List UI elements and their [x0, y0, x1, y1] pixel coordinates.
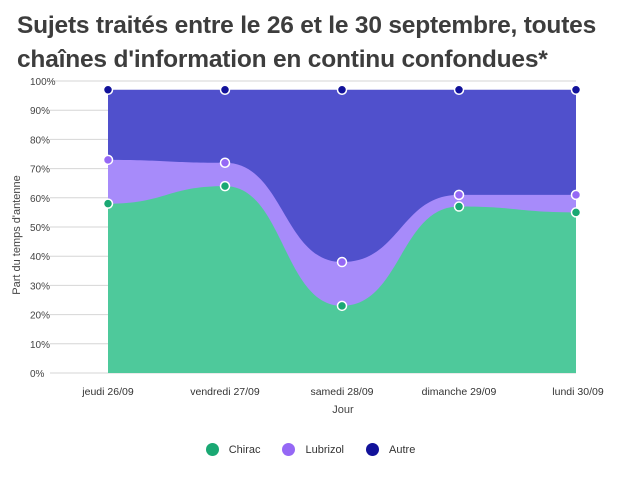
y-tick-label: 20%	[30, 311, 50, 322]
data-point-autre	[453, 84, 465, 96]
y-tick-label: 10%	[30, 340, 50, 351]
legend-swatch	[205, 443, 219, 456]
series-area-chirac	[108, 186, 576, 373]
y-tick-label: 70%	[30, 165, 50, 176]
x-tick-label: dimanche 29/09	[422, 386, 497, 398]
legend-swatch	[282, 443, 296, 456]
y-tick-label: 30%	[30, 281, 50, 292]
areas	[108, 89, 576, 373]
data-point-lubrizol	[336, 256, 348, 268]
x-tick-labels: jeudi 26/09 vendredi 27/09 samedi 28/09 dim…	[81, 386, 604, 398]
data-point-autre	[336, 84, 348, 96]
markers	[102, 84, 582, 312]
legend-label: Autre	[389, 443, 416, 456]
legend-item-lubrizol[interactable]: Lubrizol	[282, 443, 344, 456]
data-point-chirac	[102, 198, 114, 209]
x-axis-label: Jour	[332, 404, 354, 416]
x-tick-label: vendredi 27/09	[190, 386, 260, 398]
data-point-autre	[570, 84, 582, 96]
data-point-lubrizol	[570, 189, 582, 201]
y-tick-label: 60%	[30, 194, 50, 205]
data-point-chirac	[219, 180, 231, 192]
data-point-lubrizol	[453, 189, 465, 201]
x-tick-label: lundi 30/09	[552, 386, 604, 398]
data-point-chirac	[336, 300, 348, 312]
legend: Chirac Lubrizol Autre	[0, 443, 621, 456]
data-point-chirac	[570, 207, 582, 218]
x-tick-label: samedi 28/09	[310, 386, 373, 398]
y-tick-labels: 0% 10% 20% 30% 40% 50% 60% 70% 80% 90% 100%	[30, 77, 56, 380]
data-point-lubrizol	[102, 154, 114, 166]
y-tick-label: 80%	[30, 135, 50, 146]
legend-label: Chirac	[228, 443, 261, 456]
y-tick-label: 100%	[30, 77, 56, 88]
y-tick-label: 90%	[30, 106, 50, 117]
legend-item-chirac[interactable]: Chirac	[205, 443, 261, 456]
legend-label: Lubrizol	[305, 443, 345, 456]
data-point-autre	[102, 84, 114, 96]
y-tick-label: 0%	[30, 369, 45, 380]
legend-swatch	[366, 443, 380, 456]
data-point-lubrizol	[219, 157, 231, 169]
y-tick-label: 50%	[30, 223, 50, 234]
legend-item-autre[interactable]: Autre	[366, 443, 415, 456]
chart-title: Sujets traités entre le 26 et le 30 sept…	[17, 12, 597, 73]
data-point-autre	[219, 84, 231, 96]
x-tick-label: jeudi 26/09	[81, 386, 134, 398]
data-point-chirac	[453, 201, 465, 212]
y-tick-label: 40%	[30, 252, 50, 263]
y-axis-label: Part du temps d'antenne	[11, 175, 23, 295]
